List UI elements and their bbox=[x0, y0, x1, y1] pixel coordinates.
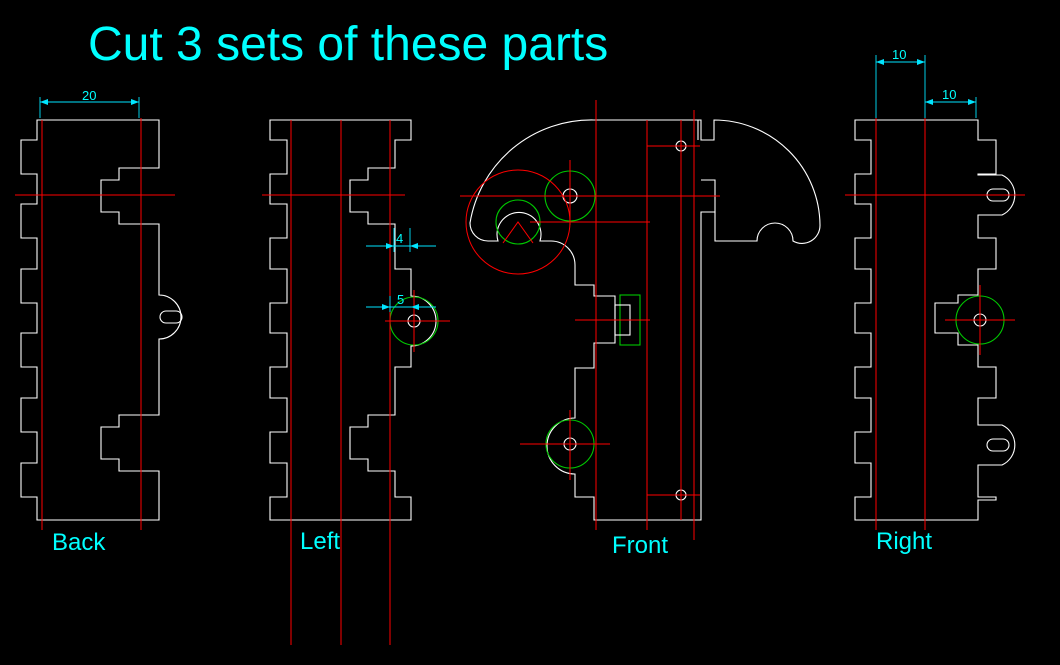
right-part: 10 10 Right bbox=[845, 47, 1025, 555]
right-slot-top bbox=[986, 188, 1010, 202]
label-left: Left bbox=[300, 528, 340, 555]
back-part: 20 Back bbox=[15, 88, 183, 556]
right-dimension-top-value: 10 bbox=[892, 47, 906, 62]
left-part-outline bbox=[269, 119, 437, 521]
left-tab-value: 5 bbox=[397, 292, 404, 307]
back-part-outline bbox=[20, 119, 182, 521]
back-mount-slot bbox=[159, 310, 183, 324]
back-width-dimension: 20 bbox=[39, 88, 140, 118]
left-slot-dimension: 4 bbox=[366, 228, 436, 252]
back-width-value: 20 bbox=[82, 88, 96, 103]
drawing-title: Cut 3 sets of these parts bbox=[88, 18, 608, 71]
right-slot-bottom bbox=[986, 438, 1010, 452]
right-dimension-second-value: 10 bbox=[942, 87, 956, 102]
left-tab-dimension: 5 bbox=[366, 292, 436, 312]
label-front: Front bbox=[612, 532, 668, 559]
right-part-outline bbox=[854, 119, 1016, 521]
label-right: Right bbox=[876, 528, 932, 555]
left-part: 4 5 Left bbox=[262, 119, 450, 645]
right-dimension-top: 10 bbox=[875, 47, 926, 118]
front-part: Front bbox=[460, 100, 821, 559]
front-arm-wedge bbox=[502, 221, 534, 244]
left-slot-value: 4 bbox=[396, 231, 403, 246]
right-dimension-second: 10 bbox=[925, 87, 977, 118]
label-back: Back bbox=[52, 529, 106, 556]
